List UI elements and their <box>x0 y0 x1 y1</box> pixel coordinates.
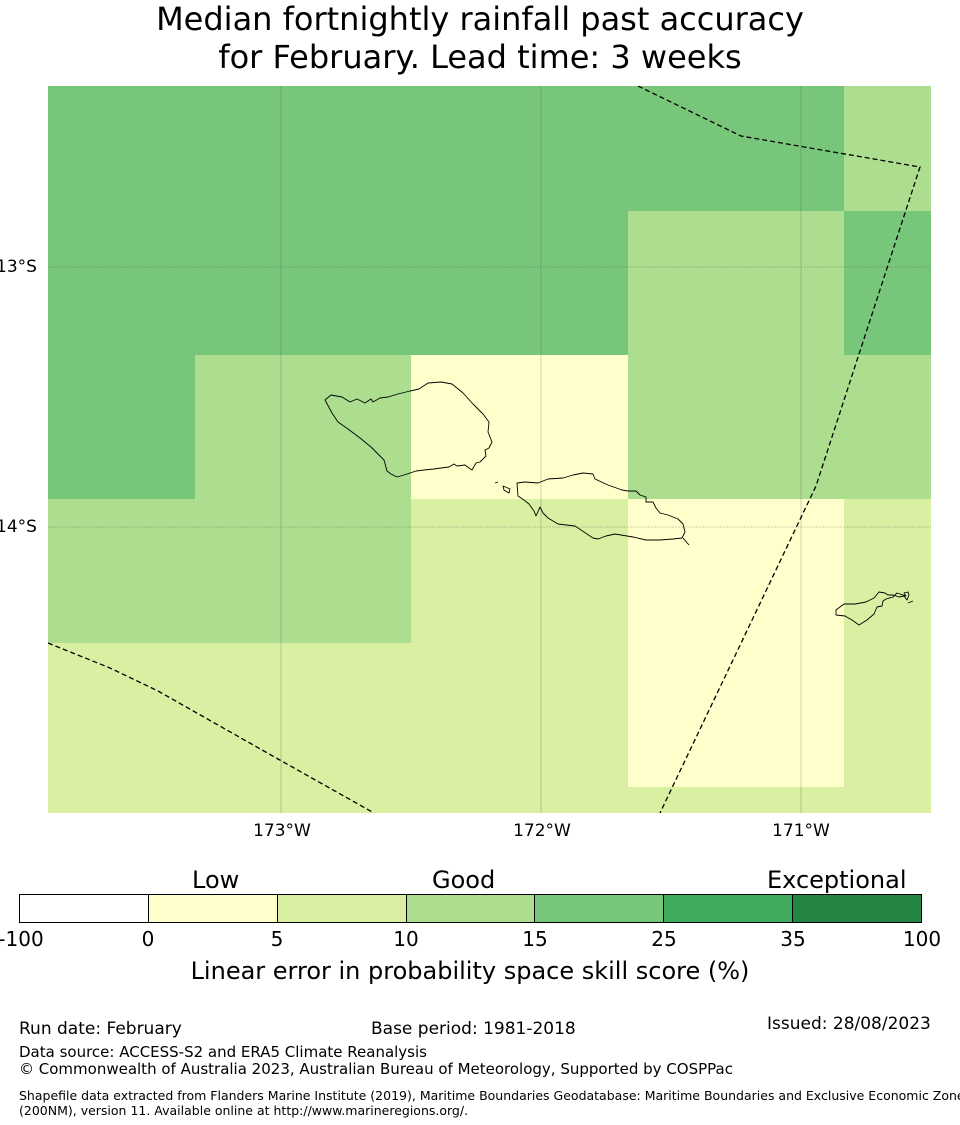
colorbar-tick-label: 15 <box>522 927 548 951</box>
skill-grid-cells <box>48 86 931 813</box>
tutuila-island-outline <box>835 591 910 626</box>
colorbar-segment <box>20 895 149 922</box>
grid-cell <box>844 86 931 211</box>
eez-boundary-north <box>637 86 921 813</box>
colorbar-tick-label: 35 <box>780 927 806 951</box>
manono-islet <box>494 481 499 484</box>
colorbar-segment <box>277 895 407 922</box>
grid-cell <box>48 499 411 643</box>
colorbar-tick-label: -100 <box>0 927 44 951</box>
upolu-island-outline <box>516 472 686 541</box>
grid-cell <box>844 211 931 355</box>
shapefile-credit-line-2: (200NM), version 11. Available online at… <box>19 1103 469 1118</box>
aunuu-islet <box>907 600 914 604</box>
copyright-notice: © Commonwealth of Australia 2023, Austra… <box>19 1060 733 1078</box>
colorbar-segment <box>664 895 794 922</box>
lon-label-173w: 173°W <box>253 821 311 841</box>
maritime-boundaries <box>48 86 921 813</box>
colorbar-segment <box>793 895 922 922</box>
colorbar-tick-label: 25 <box>651 927 677 951</box>
data-source: Data source: ACCESS-S2 and ERA5 Climate … <box>19 1043 427 1061</box>
run-date: Run date: February <box>19 1019 182 1039</box>
savaii-island-outline <box>324 381 493 478</box>
lon-label-172w: 172°W <box>513 821 571 841</box>
map-title-line-1: Median fortnightly rainfall past accurac… <box>156 0 804 38</box>
colorbar-segment <box>148 895 278 922</box>
grid-cell <box>411 355 628 499</box>
apolima-islet <box>502 485 511 494</box>
shapefile-credit-line-1: Shapefile data extracted from Flanders M… <box>19 1088 960 1103</box>
colorbar-title: Linear error in probability space skill … <box>190 957 750 985</box>
map-title-line-2: for February. Lead time: 3 weeks <box>218 38 742 76</box>
colorbar-tick-label: 100 <box>902 927 942 951</box>
lon-label-171w: 171°W <box>772 821 830 841</box>
grid-cell <box>844 355 931 499</box>
colorbar-tick-label: 10 <box>393 927 419 951</box>
coastlines <box>324 381 914 626</box>
map-title: Median fortnightly rainfall past accurac… <box>0 0 960 76</box>
grid-cell <box>628 211 844 499</box>
upolu-tail <box>682 537 690 546</box>
category-label-good: Good <box>432 866 496 894</box>
base-period: Base period: 1981-2018 <box>371 1019 576 1039</box>
colorbar-tick-label: 5 <box>270 927 284 951</box>
colorbar-segment <box>406 895 536 922</box>
grid-cell <box>195 355 411 499</box>
graticule <box>48 86 931 813</box>
grid-cell <box>48 86 844 211</box>
lat-label-13s: 13°S <box>0 257 37 277</box>
grid-cell <box>628 499 844 787</box>
skill-map <box>48 86 931 813</box>
colorbar-segment <box>535 895 665 922</box>
category-label-low: Low <box>192 866 240 894</box>
colorbar-tick-label: 0 <box>141 927 155 951</box>
issued-date: Issued: 28/08/2023 <box>767 1014 931 1034</box>
eez-boundary-southwest <box>48 642 375 813</box>
lat-label-14s: 14°S <box>0 517 37 537</box>
category-label-exceptional: Exceptional <box>767 866 907 894</box>
colorbar <box>19 894 922 923</box>
grid-cell <box>48 211 628 355</box>
grid-cell <box>48 355 195 499</box>
